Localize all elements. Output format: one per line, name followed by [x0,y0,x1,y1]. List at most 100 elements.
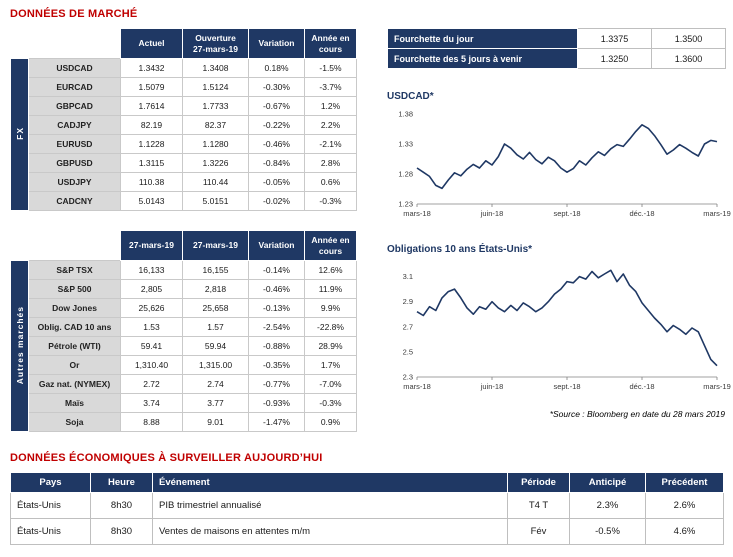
svg-text:déc.-18: déc.-18 [629,382,654,391]
ytd-value: 0.9% [304,412,357,432]
instrument-label: CADJPY [28,115,121,135]
variation-value: -0.35% [248,355,305,375]
ytd-value: -3.7% [304,77,357,97]
country-cell: États-Unis [10,492,91,519]
market-row: Dow Jones 25,626 25,658 -0.13% 9.9% [11,298,357,318]
instrument-label: USDJPY [28,172,121,192]
variation-value: -0.67% [248,96,305,116]
value-current: 25,626 [120,298,183,318]
group-band: FX [10,58,29,211]
economic-events-table: Pays Heure Événement Période Anticipé Précéde… [10,472,724,545]
ytd-value: 1.2% [304,96,357,116]
variation-value: -0.46% [248,279,305,299]
column-header: Événement [152,472,508,493]
svg-text:mars-19: mars-19 [703,382,731,391]
ytd-value: -7.0% [304,374,357,394]
event-cell: PIB trimestriel annualisé [152,492,508,519]
market-row: EURCAD 1.5079 1.5124 -0.30% -3.7% [11,77,357,97]
svg-text:mars-19: mars-19 [703,209,731,218]
market-data-title: DONNÉES DE MARCHÉ [10,8,138,20]
value-current: 16,133 [120,260,183,280]
market-row: Pétrole (WTI) 59.41 59.94 -0.88% 28.9% [11,336,357,356]
svg-text:sept.-18: sept.-18 [553,382,580,391]
value-previous: 110.44 [182,172,249,192]
value-current: 1.7614 [120,96,183,116]
svg-text:1.38: 1.38 [398,110,413,119]
value-current: 3.74 [120,393,183,413]
instrument-label: EURUSD [28,134,121,154]
time-cell: 8h30 [90,518,153,545]
economic-data-title: DONNÉES ÉCONOMIQUES À SURVEILLER AUJOURD… [10,452,323,464]
svg-text:mars-18: mars-18 [403,382,431,391]
column-header: 27-mars-19 [182,230,249,261]
ytd-value: -1.5% [304,58,357,78]
column-header: Variation [248,28,305,59]
ytd-value: 0.6% [304,172,357,192]
event-row: États-Unis 8h30 PIB trimestriel annualisé T… [10,492,724,519]
svg-text:2.9: 2.9 [403,297,413,306]
value-previous: 1.7733 [182,96,249,116]
market-row: Gaz nat. (NYMEX) 2.72 2.74 -0.77% -7.0% [11,374,357,394]
column-header: Précédent [645,472,724,493]
variation-value: -0.77% [248,374,305,394]
country-cell: États-Unis [10,518,91,545]
svg-text:2.5: 2.5 [403,347,413,356]
column-header: Période [507,472,570,493]
instrument-label: Soja [28,412,121,432]
time-cell: 8h30 [90,492,153,519]
variation-value: 0.18% [248,58,305,78]
bond-chart-title: Obligations 10 ans États-Unis* [387,244,533,255]
value-current: 1.53 [120,317,183,337]
fx-table: Actuel Ouverture 27-mars-19 Variation Année… [10,28,357,211]
source-note: *Source : Bloomberg en date du 28 mars 2… [549,409,725,419]
group-band: Autres marchés [10,260,29,432]
value-current: 8.88 [120,412,183,432]
value-current: 1.3432 [120,58,183,78]
value-previous: 1.1280 [182,134,249,154]
column-header: 27-mars-19 [120,230,183,261]
fx-range-table: Fourchette du jour 1.3375 1.3500 Fourche… [387,28,726,69]
range-day-label: Fourchette du jour [387,28,578,49]
svg-text:mars-18: mars-18 [403,209,431,218]
instrument-label: Or [28,355,121,375]
forecast-cell: -0.5% [569,518,646,545]
value-current: 1.3115 [120,153,183,173]
column-header: Pays [10,472,91,493]
range-row-5day: Fourchette des 5 jours à venir 1.3250 1.… [387,48,726,69]
ytd-value: -22.8% [304,317,357,337]
svg-text:1.28: 1.28 [398,170,413,179]
range-day-low: 1.3375 [577,28,652,49]
ytd-value: -0.3% [304,393,357,413]
header-blank [10,230,121,261]
value-current: 1,310.40 [120,355,183,375]
value-previous: 59.94 [182,336,249,356]
header-blank [10,28,121,59]
column-header: Anticipé [569,472,646,493]
column-header: Année en cours [304,28,357,59]
range-day-high: 1.3500 [651,28,726,49]
group-label: Autres marchés [14,305,25,385]
variation-value: -0.22% [248,115,305,135]
column-header: Variation [248,230,305,261]
instrument-label: EURCAD [28,77,121,97]
market-row: GBPCAD 1.7614 1.7733 -0.67% 1.2% [11,96,357,116]
value-previous: 1,315.00 [182,355,249,375]
range-row-day: Fourchette du jour 1.3375 1.3500 [387,28,726,49]
market-row: CADJPY 82.19 82.37 -0.22% 2.2% [11,115,357,135]
value-previous: 5.0151 [182,191,249,211]
instrument-label: CADCNY [28,191,121,211]
value-previous: 25,658 [182,298,249,318]
instrument-label: Gaz nat. (NYMEX) [28,374,121,394]
instrument-label: S&P 500 [28,279,121,299]
instrument-label: S&P TSX [28,260,121,280]
market-row: Or 1,310.40 1,315.00 -0.35% 1.7% [11,355,357,375]
svg-text:2.7: 2.7 [403,322,413,331]
instrument-label: GBPUSD [28,153,121,173]
market-row: EURUSD 1.1228 1.1280 -0.46% -2.1% [11,134,357,154]
header-row: Actuel Ouverture 27-mars-19 Variation Année… [10,28,357,59]
variation-value: -0.84% [248,153,305,173]
value-previous: 2,818 [182,279,249,299]
variation-value: -0.05% [248,172,305,192]
column-header: Actuel [120,28,183,59]
